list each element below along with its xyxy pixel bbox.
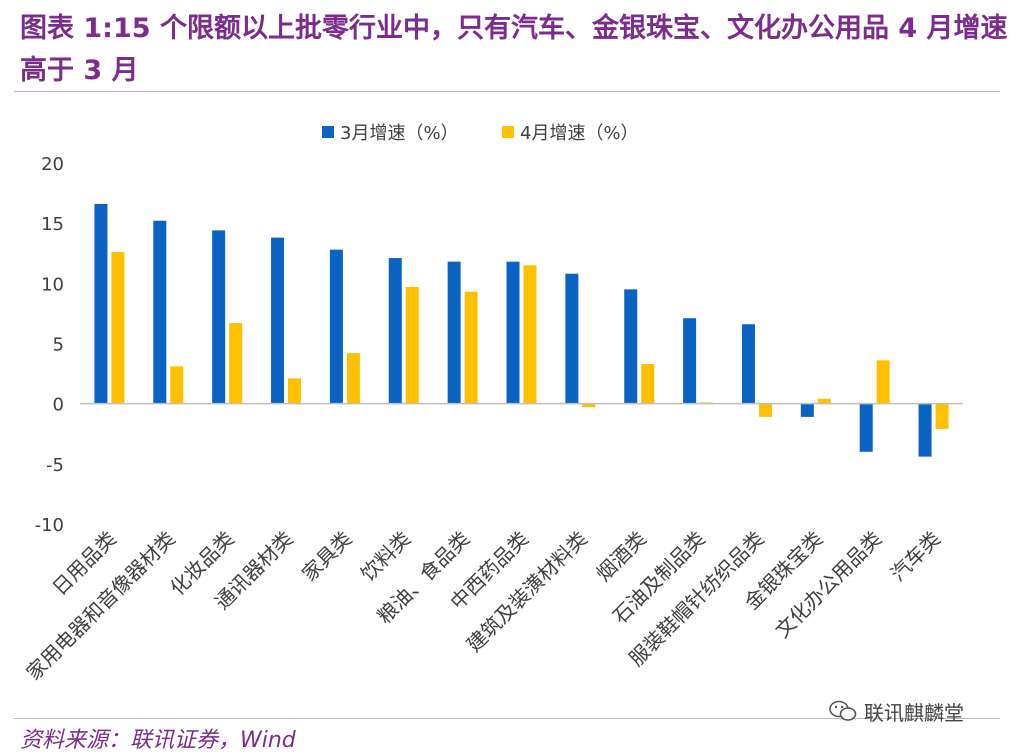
bar-april-2 [229,323,243,404]
bar-april-12 [817,398,831,404]
watermark-text: 联讯麒麟堂 [864,700,964,725]
bar-march-13 [859,403,873,452]
source-note: 资料来源：联讯证券，Wind [20,728,296,753]
page-title: 图表 1:15 个限额以上批零行业中，只有汽车、金银珠宝、文化办公用品 4 月增… [20,13,1008,86]
legend-swatch-0 [322,126,334,138]
bar-april-9 [641,363,655,404]
bar-march-0 [94,203,108,404]
bar-march-5 [388,258,402,404]
bar-march-8 [565,273,579,404]
bar-april-3 [288,378,302,404]
bar-april-1 [170,366,184,404]
bar-april-8 [582,403,596,408]
bar-march-11 [741,324,755,404]
bar-april-4 [346,353,360,404]
y-axis: 20 15 10 5 0 -5 -10 [35,154,64,536]
y-tick-label: 5 [53,335,64,356]
y-tick-label: -10 [35,515,64,536]
bar-march-12 [800,403,814,417]
bar-march-2 [212,230,226,404]
bar-april-7 [523,265,537,404]
bar-april-5 [405,286,419,404]
source-divider [14,718,1000,719]
bar-april-11 [758,403,772,417]
bar-march-7 [506,261,520,404]
bar-march-3 [271,237,285,404]
bar-march-14 [918,403,932,457]
bar-april-0 [111,252,125,404]
y-tick-label: 0 [53,395,64,416]
y-tick-label: 15 [41,214,64,235]
y-tick-label: 20 [41,154,64,175]
watermark: 联讯麒麟堂 [828,696,964,726]
x-tick-label: 家具类 [297,527,356,586]
legend: 3月增速（%） 4月增速（%） [322,123,639,144]
bar-april-14 [935,403,949,429]
bar-march-4 [329,249,343,404]
bar-march-10 [683,318,697,404]
bar-april-13 [876,360,890,404]
bars [94,203,949,457]
y-tick-label: 10 [41,274,64,295]
bar-april-6 [464,291,478,404]
wechat-icon [829,700,857,721]
title-divider [14,91,1000,92]
legend-label-1: 4月增速（%） [520,123,639,144]
bar-march-1 [153,220,167,404]
legend-swatch-1 [502,126,514,138]
x-tick-label: 汽车类 [886,527,945,586]
bar-march-9 [624,289,638,404]
y-tick-label: -5 [46,455,64,476]
x-tick-label: 文化办公用品类 [770,527,886,643]
bar-march-6 [447,261,461,404]
legend-label-0: 3月增速（%） [340,123,459,144]
